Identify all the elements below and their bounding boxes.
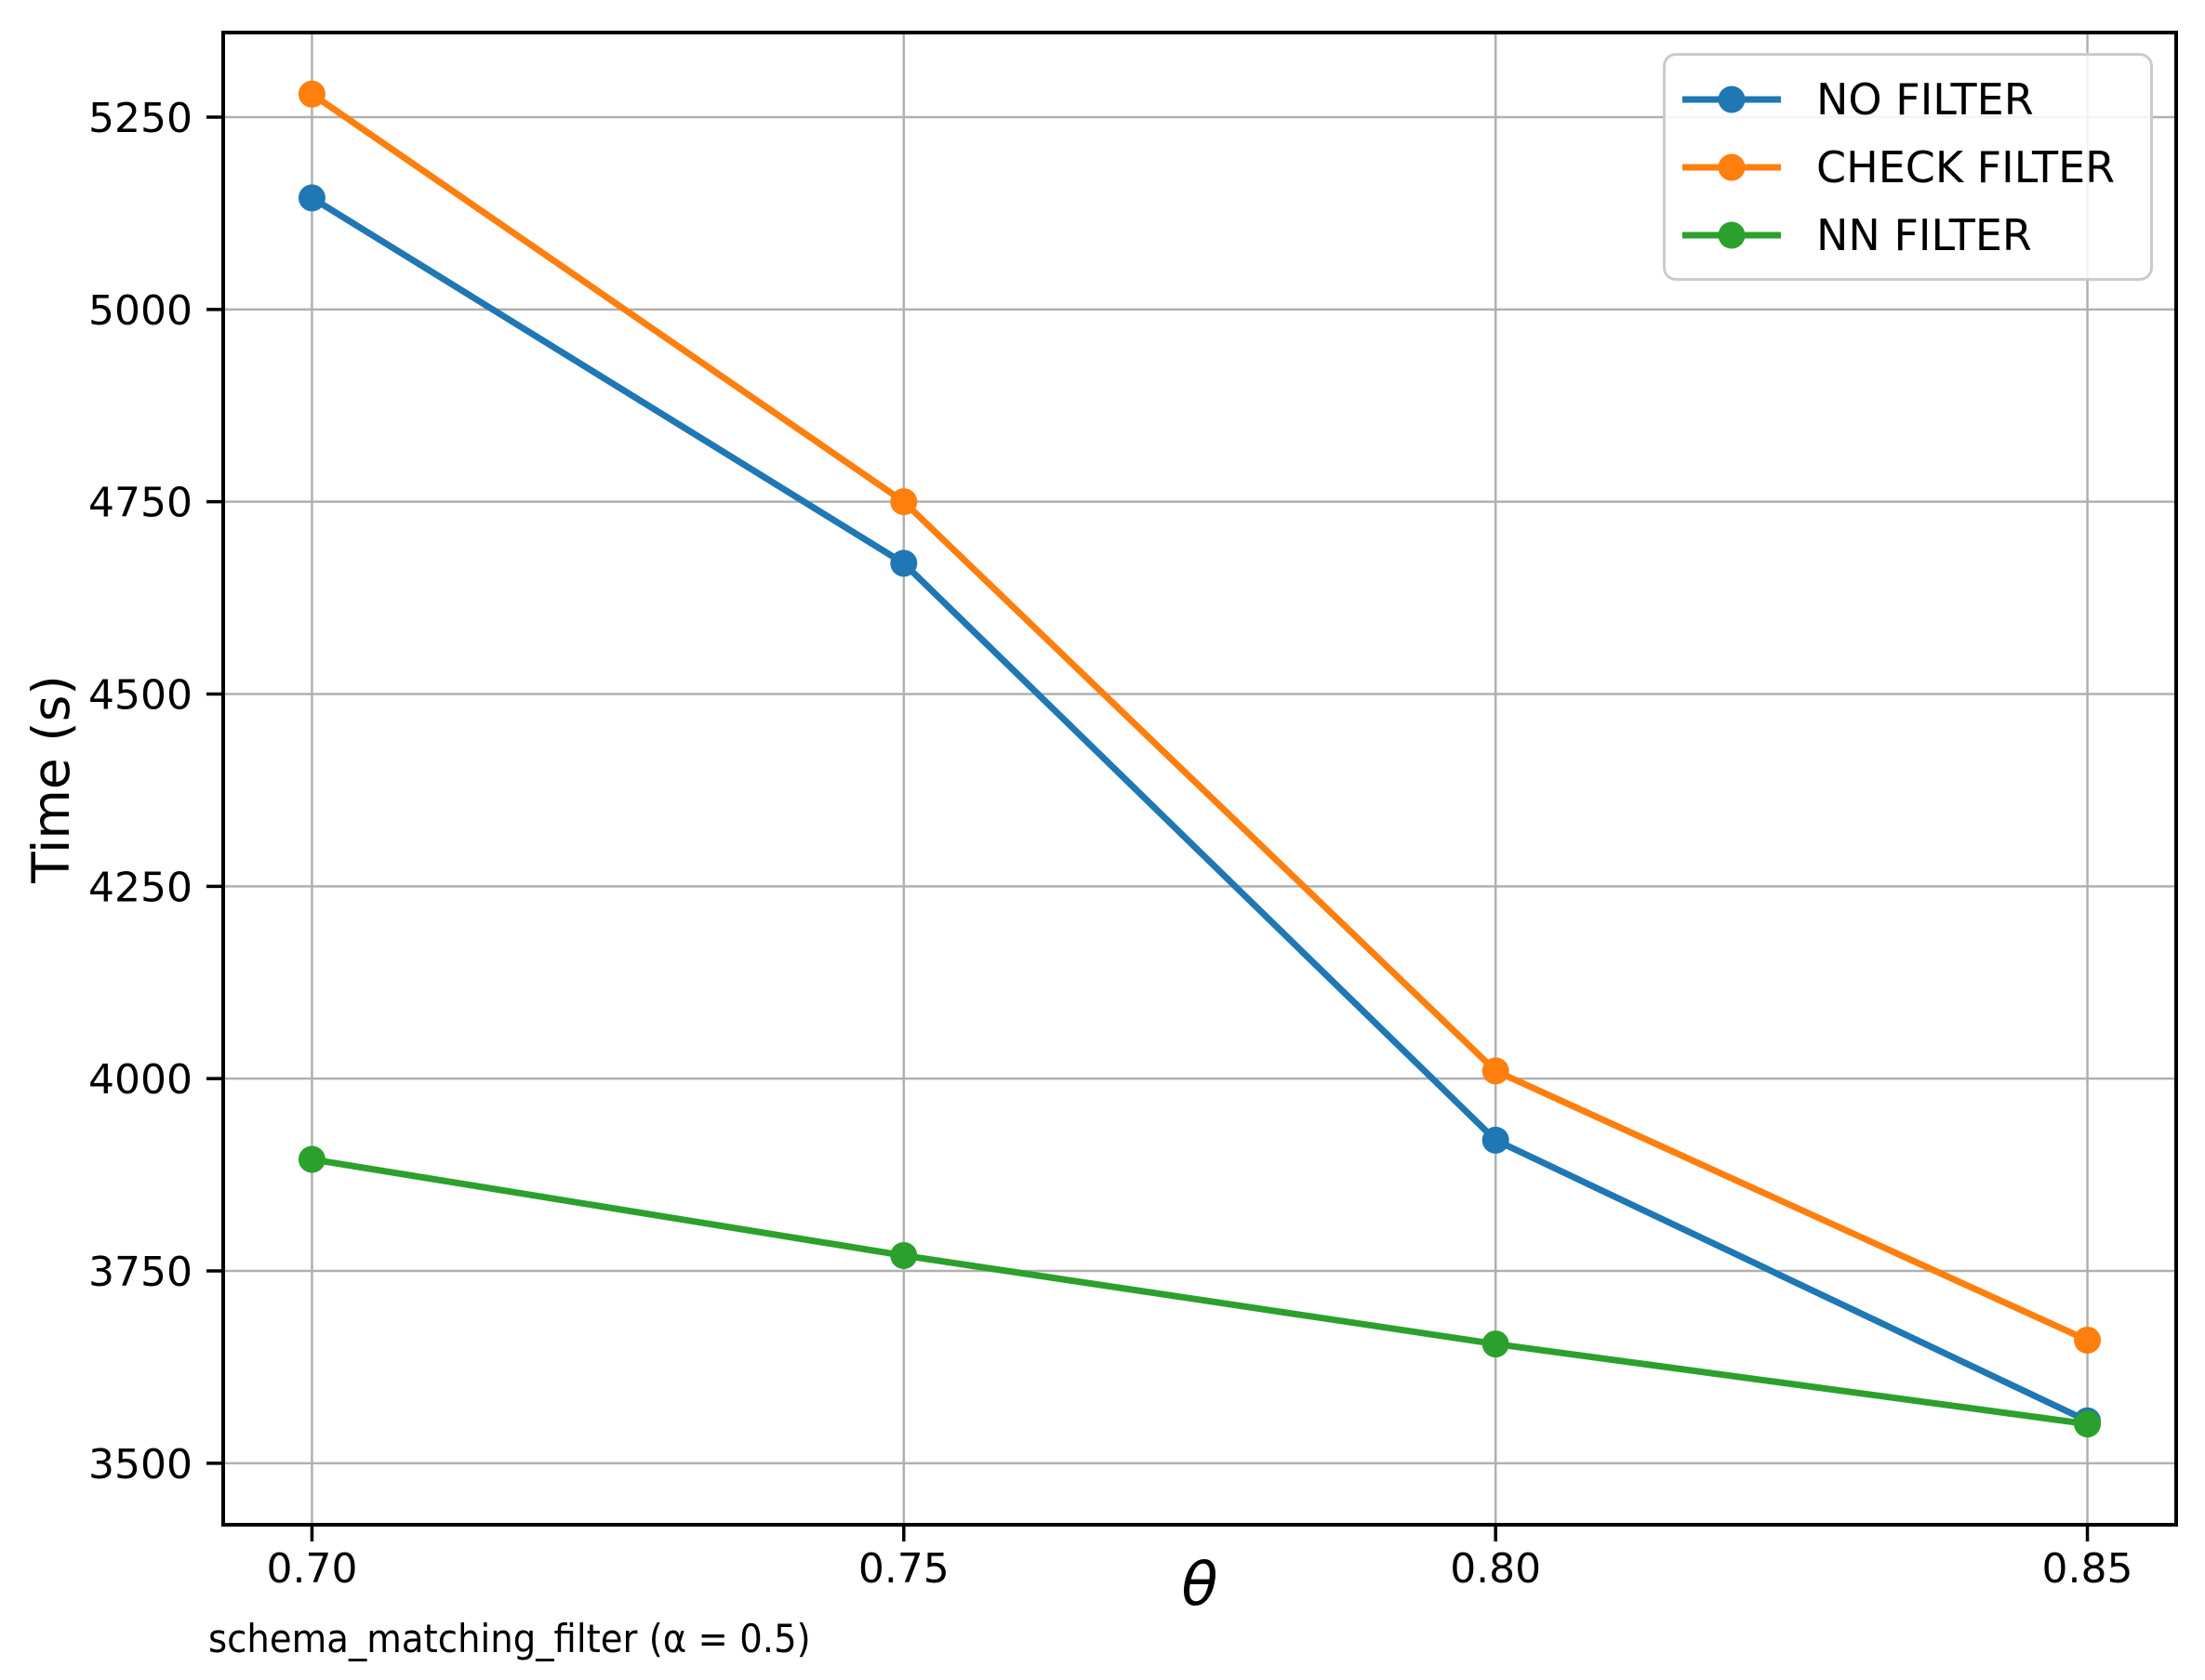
data-point-nn-filter <box>298 1145 325 1173</box>
legend-item-no-filter: NO FILTER <box>1666 65 2150 133</box>
legend-label: NO FILTER <box>1816 73 2034 125</box>
series-line-check-filter <box>308 90 2092 1343</box>
legend-swatch-icon <box>1682 221 1781 248</box>
y-tick-label: 5000 <box>88 287 193 335</box>
data-point-no-filter <box>890 549 918 577</box>
legend-item-check-filter: CHECK FILTER <box>1666 133 2150 201</box>
x-axis-label: θ <box>1181 1551 1218 1620</box>
legend-swatch-icon <box>1682 153 1781 180</box>
x-tick-label: 0.75 <box>858 1545 950 1593</box>
y-axis-label: Time (s) <box>21 675 81 883</box>
legend-label: NN FILTER <box>1816 209 2032 260</box>
legend: NO FILTER CHECK FILTER NN FILTER <box>1663 53 2153 281</box>
x-tick-label: 0.80 <box>1450 1545 1541 1593</box>
chart-caption: schema_matching_filter (α = 0.5) <box>208 1616 811 1661</box>
legend-swatch-icon <box>1682 86 1781 112</box>
plot-border <box>221 31 2178 1527</box>
y-tick-label: 3750 <box>88 1249 193 1296</box>
y-tick-label: 4750 <box>88 480 193 527</box>
x-tick-label: 0.85 <box>2042 1545 2133 1593</box>
data-point-nn-filter <box>2074 1410 2102 1438</box>
data-point-nn-filter <box>1481 1330 1509 1358</box>
y-tick-label: 4250 <box>88 864 193 911</box>
x-tick-label: 0.70 <box>266 1545 357 1593</box>
data-point-check-filter <box>890 488 918 516</box>
y-tick-label: 4500 <box>88 671 193 719</box>
y-tick-label: 4000 <box>88 1056 193 1104</box>
y-tick-label: 5250 <box>88 95 193 142</box>
series-line-nn-filter <box>308 1156 2092 1428</box>
data-point-check-filter <box>298 80 325 108</box>
legend-item-nn-filter: NN FILTER <box>1666 201 2150 269</box>
series-line-no-filter <box>308 194 2092 1424</box>
legend-label: CHECK FILTER <box>1816 141 2116 192</box>
y-tick-label: 3500 <box>88 1441 193 1488</box>
data-point-no-filter <box>298 184 325 212</box>
data-point-no-filter <box>1481 1126 1509 1154</box>
data-point-nn-filter <box>890 1241 918 1269</box>
data-point-check-filter <box>2074 1326 2102 1354</box>
data-point-check-filter <box>1481 1057 1509 1085</box>
